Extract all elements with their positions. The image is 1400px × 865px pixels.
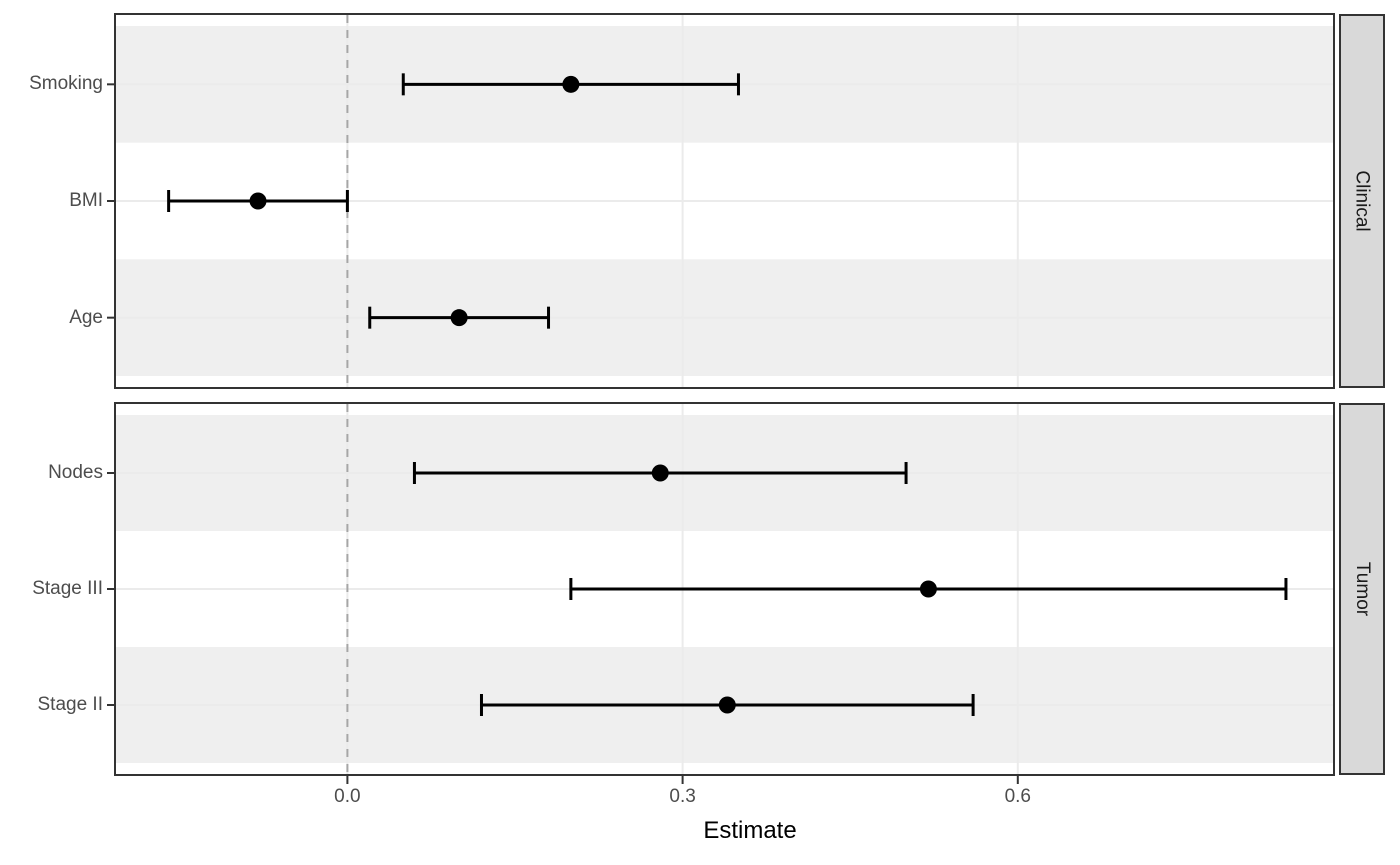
facet-strip-label: Tumor [1352,561,1374,617]
point-estimate-marker [651,464,669,482]
panel-border [114,402,1335,776]
facet-strip-tumor: Tumor [1339,403,1385,775]
point-estimate-marker [919,580,937,598]
point-estimate-marker [718,696,736,714]
panel-border [114,13,1335,389]
facet-strip-label: Clinical [1352,170,1373,232]
point-estimate-marker [562,75,580,93]
x-axis-title: Estimate [703,817,797,844]
point-estimate-marker [249,192,267,210]
point-estimate-marker [450,309,468,327]
facet-strip-clinical: Clinical [1339,14,1385,388]
